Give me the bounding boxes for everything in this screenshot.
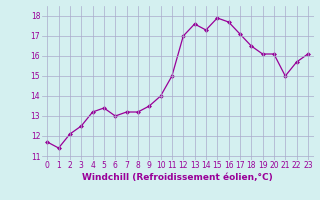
X-axis label: Windchill (Refroidissement éolien,°C): Windchill (Refroidissement éolien,°C) — [82, 173, 273, 182]
